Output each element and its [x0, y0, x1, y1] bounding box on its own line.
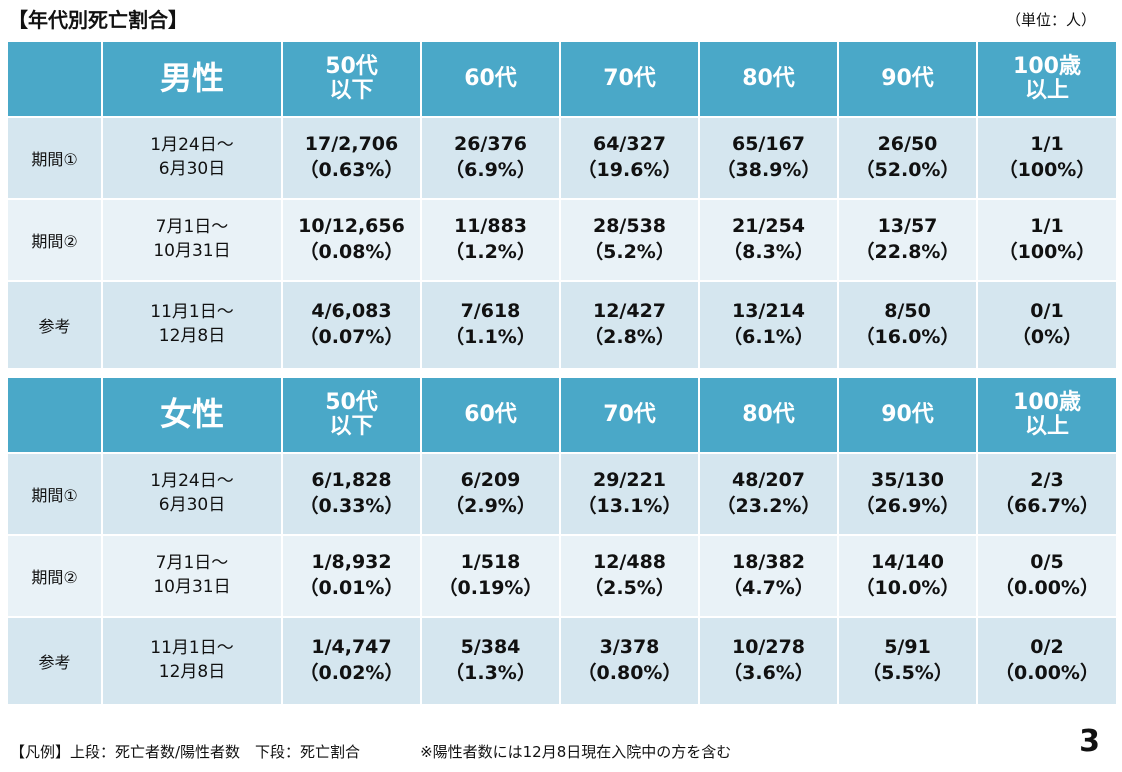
data-cell: 18/382 （4.7%）	[698, 534, 839, 618]
row-label: 期間②	[6, 534, 103, 618]
data-cell: 64/327 （19.6%）	[559, 116, 700, 200]
row-label: 期間②	[6, 198, 103, 282]
data-cell: 28/538 （5.2%）	[559, 198, 700, 282]
gender-header-male: 男性	[101, 40, 283, 118]
data-cell: 10/12,656 （0.08%）	[281, 198, 422, 282]
unit-label: （単位：人）	[1005, 11, 1096, 29]
data-cell: 10/278 （3.6%）	[698, 616, 839, 706]
data-cell: 3/378 （0.80%）	[559, 616, 700, 706]
data-cell: 29/221 （13.1%）	[559, 452, 700, 536]
page-title: 【年代別死亡割合】	[8, 8, 188, 32]
data-cell: 7/618 （1.1%）	[420, 280, 561, 370]
row-label: 期間①	[6, 116, 103, 200]
age-header-60s: 60代	[420, 40, 561, 118]
table-row: 参考 11月1日～ 12月8日 1/4,747 （0.02%） 5/384 （1.3%） 3/…	[6, 616, 1118, 706]
age-header-90s: 90代	[837, 376, 978, 454]
data-cell: 0/2 （0.00%）	[976, 616, 1118, 706]
table-row: 期間① 1月24日～ 6月30日 6/1,828 （0.33%） 6/209 （2.9%） 2…	[6, 452, 1118, 536]
data-cell: 35/130 （26.9%）	[837, 452, 978, 536]
female-death-rate-table: 女性 50代 以下 60代 70代 80代 90代 100歳 以上 期間① 1月24日…	[6, 376, 1118, 706]
data-cell: 5/91 （5.5%）	[837, 616, 978, 706]
table-row: 期間② 7月1日～ 10月31日 1/8,932 （0.01%） 1/518 （0.19%）…	[6, 534, 1118, 618]
table-row: 期間① 1月24日～ 6月30日 17/2,706 （0.63%） 26/376 （6.9%…	[6, 116, 1118, 200]
row-label: 参考	[6, 280, 103, 370]
footnote-text: ※陽性者数には12月8日現在入院中の方を含む	[420, 743, 732, 761]
age-header-50s-under: 50代 以下	[281, 376, 422, 454]
age-header-70s: 70代	[559, 376, 700, 454]
age-header-50s-under: 50代 以下	[281, 40, 422, 118]
header-blank-cell	[6, 40, 103, 118]
data-cell: 1/8,932 （0.01%）	[281, 534, 422, 618]
data-cell: 12/427 （2.8%）	[559, 280, 700, 370]
data-cell: 1/1 （100%）	[976, 116, 1118, 200]
data-cell: 17/2,706 （0.63%）	[281, 116, 422, 200]
age-header-80s: 80代	[698, 376, 839, 454]
period-cell: 7月1日～ 10月31日	[101, 198, 283, 282]
data-cell: 1/4,747 （0.02%）	[281, 616, 422, 706]
data-cell: 2/3 （66.7%）	[976, 452, 1118, 536]
data-cell: 6/209 （2.9%）	[420, 452, 561, 536]
data-cell: 1/1 （100%）	[976, 198, 1118, 282]
data-cell: 11/883 （1.2%）	[420, 198, 561, 282]
data-cell: 8/50 （16.0%）	[837, 280, 978, 370]
data-cell: 6/1,828 （0.33%）	[281, 452, 422, 536]
male-death-rate-table: 男性 50代 以下 60代 70代 80代 90代 100歳 以上 期間① 1月24日…	[6, 40, 1118, 370]
data-cell: 65/167 （38.9%）	[698, 116, 839, 200]
period-cell: 1月24日～ 6月30日	[101, 452, 283, 536]
row-label: 参考	[6, 616, 103, 706]
page-number: 3	[1079, 724, 1100, 759]
footer: 【凡例】上段：死亡者数/陽性者数 下段：死亡割合 ※陽性者数には12月8日現在入院…	[10, 741, 731, 762]
age-header-80s: 80代	[698, 40, 839, 118]
row-label: 期間①	[6, 452, 103, 536]
age-header-100-over: 100歳 以上	[976, 40, 1118, 118]
period-cell: 7月1日～ 10月31日	[101, 534, 283, 618]
age-header-90s: 90代	[837, 40, 978, 118]
table-row: 期間② 7月1日～ 10月31日 10/12,656 （0.08%） 11/883 （1.2…	[6, 198, 1118, 282]
data-cell: 13/57 （22.8%）	[837, 198, 978, 282]
data-cell: 21/254 （8.3%）	[698, 198, 839, 282]
data-cell: 1/518 （0.19%）	[420, 534, 561, 618]
age-header-60s: 60代	[420, 376, 561, 454]
header-blank-cell	[6, 376, 103, 454]
data-cell: 26/50 （52.0%）	[837, 116, 978, 200]
data-cell: 13/214 （6.1%）	[698, 280, 839, 370]
data-cell: 26/376 （6.9%）	[420, 116, 561, 200]
data-cell: 12/488 （2.5%）	[559, 534, 700, 618]
legend-text: 【凡例】上段：死亡者数/陽性者数 下段：死亡割合	[10, 743, 361, 761]
data-cell: 0/5 （0.00%）	[976, 534, 1118, 618]
data-cell: 48/207 （23.2%）	[698, 452, 839, 536]
table-row: 参考 11月1日～ 12月8日 4/6,083 （0.07%） 7/618 （1.1%） 12…	[6, 280, 1118, 370]
period-cell: 11月1日～ 12月8日	[101, 616, 283, 706]
data-cell: 14/140 （10.0%）	[837, 534, 978, 618]
gender-header-female: 女性	[101, 376, 283, 454]
period-cell: 1月24日～ 6月30日	[101, 116, 283, 200]
age-header-70s: 70代	[559, 40, 700, 118]
period-cell: 11月1日～ 12月8日	[101, 280, 283, 370]
data-cell: 0/1 （0%）	[976, 280, 1118, 370]
data-cell: 4/6,083 （0.07%）	[281, 280, 422, 370]
age-header-100-over: 100歳 以上	[976, 376, 1118, 454]
data-cell: 5/384 （1.3%）	[420, 616, 561, 706]
